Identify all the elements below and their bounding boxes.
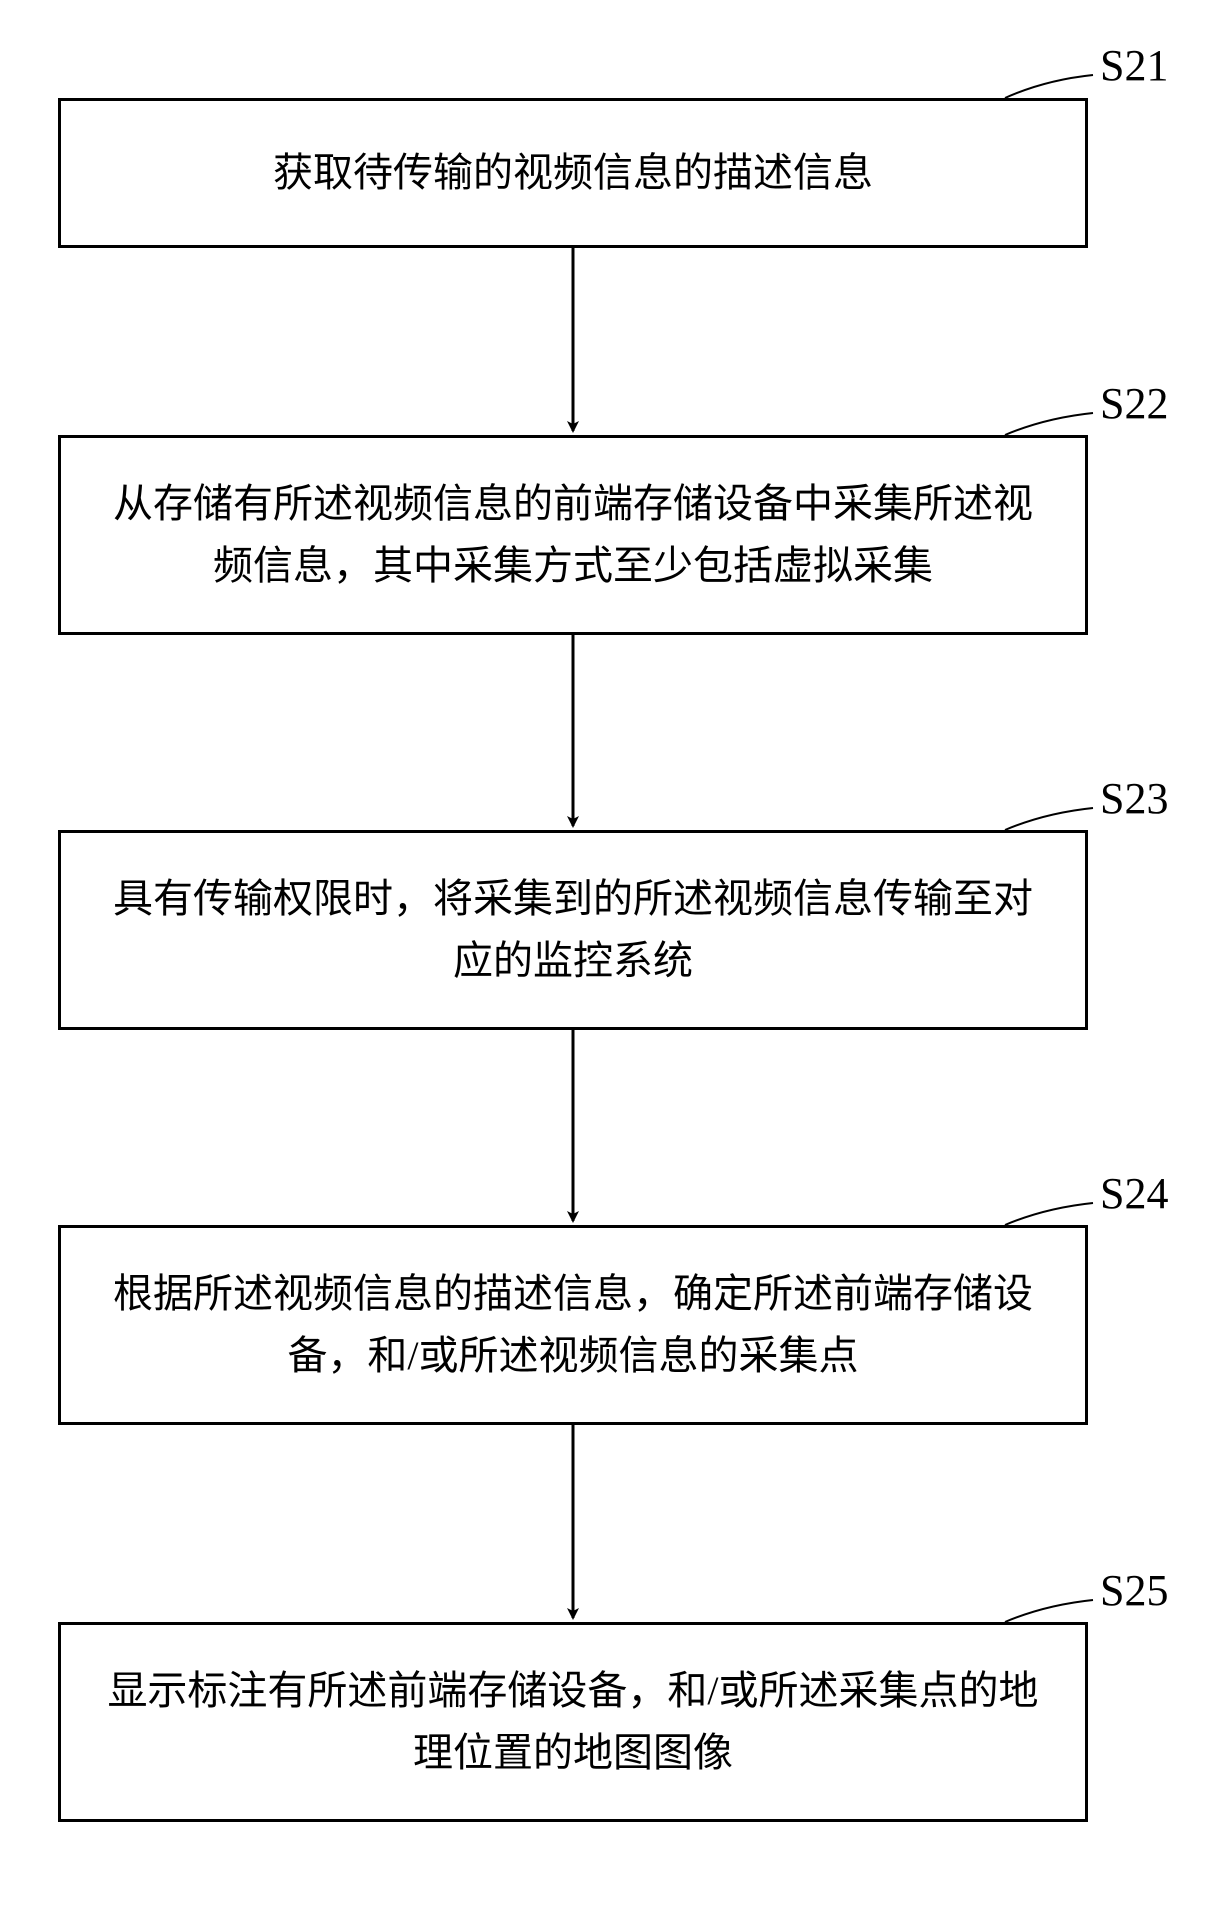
leader-s24 — [1005, 1203, 1093, 1225]
flow-node-s25: 显示标注有所述前端存储设备，和/或所述采集点的地理位置的地图图像 — [58, 1622, 1088, 1822]
leader-s21 — [1005, 75, 1093, 98]
leader-s25 — [1005, 1600, 1093, 1622]
flow-node-s24-text: 根据所述视频信息的描述信息，确定所述前端存储设备，和/或所述视频信息的采集点 — [101, 1263, 1045, 1387]
flow-node-s21-text: 获取待传输的视频信息的描述信息 — [273, 142, 873, 204]
step-label-s23: S23 — [1100, 773, 1168, 824]
step-label-s25: S25 — [1100, 1565, 1168, 1616]
flow-node-s24: 根据所述视频信息的描述信息，确定所述前端存储设备，和/或所述视频信息的采集点 — [58, 1225, 1088, 1425]
flow-node-s25-text: 显示标注有所述前端存储设备，和/或所述采集点的地理位置的地图图像 — [101, 1660, 1045, 1784]
flow-node-s21: 获取待传输的视频信息的描述信息 — [58, 98, 1088, 248]
flow-node-s22: 从存储有所述视频信息的前端存储设备中采集所述视频信息，其中采集方式至少包括虚拟采… — [58, 435, 1088, 635]
flowchart-canvas: 获取待传输的视频信息的描述信息 S21 从存储有所述视频信息的前端存储设备中采集… — [0, 0, 1220, 1921]
step-label-s24: S24 — [1100, 1168, 1168, 1219]
flow-node-s22-text: 从存储有所述视频信息的前端存储设备中采集所述视频信息，其中采集方式至少包括虚拟采… — [101, 473, 1045, 597]
leader-s23 — [1005, 808, 1093, 830]
leader-s22 — [1005, 413, 1093, 435]
flow-node-s23-text: 具有传输权限时，将采集到的所述视频信息传输至对应的监控系统 — [101, 868, 1045, 992]
flow-node-s23: 具有传输权限时，将采集到的所述视频信息传输至对应的监控系统 — [58, 830, 1088, 1030]
step-label-s21: S21 — [1100, 40, 1168, 91]
step-label-s22: S22 — [1100, 378, 1168, 429]
